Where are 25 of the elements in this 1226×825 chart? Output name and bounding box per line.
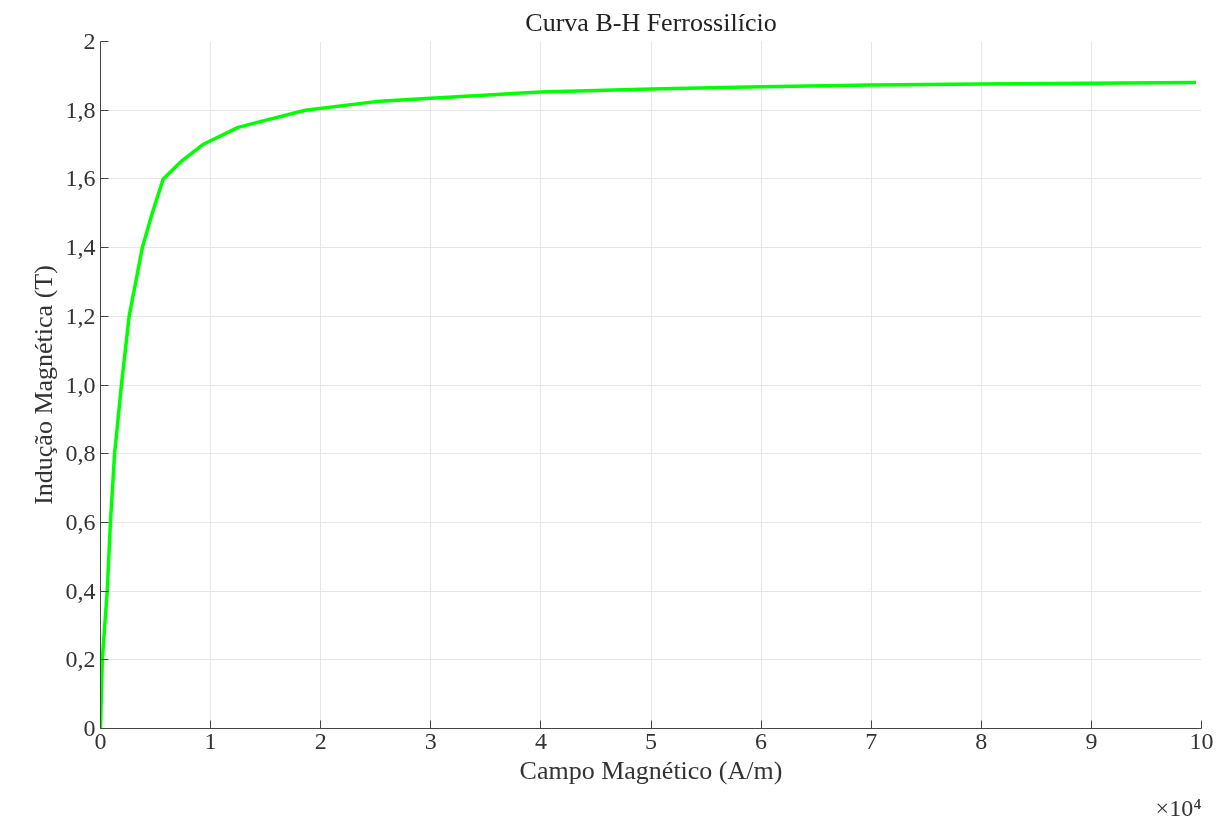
y-tick-label: 1,2 <box>65 302 96 329</box>
x-tick-label: 8 <box>975 727 988 754</box>
y-tick-label: 1,0 <box>65 371 96 398</box>
text: ×10⁴ <box>1155 794 1202 821</box>
y-tick-label: 1,8 <box>65 96 96 123</box>
line-series <box>100 80 1198 729</box>
chart-title: Curva B-H Ferrossilício <box>525 7 777 37</box>
y-tick-label: 1,6 <box>65 165 96 192</box>
x-tick-label: 9 <box>1085 727 1098 754</box>
x-tick-label: 10 <box>1189 727 1214 754</box>
y-axis-title: Indução Magnética (T) <box>28 265 58 505</box>
y-tick-label: 0,8 <box>65 440 96 467</box>
x-tick-label: 4 <box>534 727 547 754</box>
y-tick-label: 0,6 <box>65 508 96 535</box>
y-tick-label: 0,4 <box>65 577 96 604</box>
y-tick-label: 1,4 <box>65 234 96 261</box>
x-tick-label: 7 <box>865 727 878 754</box>
x-axis-title: Campo Magnético (A/m) <box>519 755 783 785</box>
y-tick-label: 2 <box>83 28 96 54</box>
y-tick-label: 0,2 <box>65 646 96 673</box>
x-tick-label: 1 <box>204 727 217 754</box>
x-tick-label: 5 <box>645 727 657 754</box>
x-tick-label: 6 <box>755 727 768 754</box>
x-tick-label: 2 <box>314 727 327 754</box>
x-tick-label: 3 <box>424 727 437 754</box>
